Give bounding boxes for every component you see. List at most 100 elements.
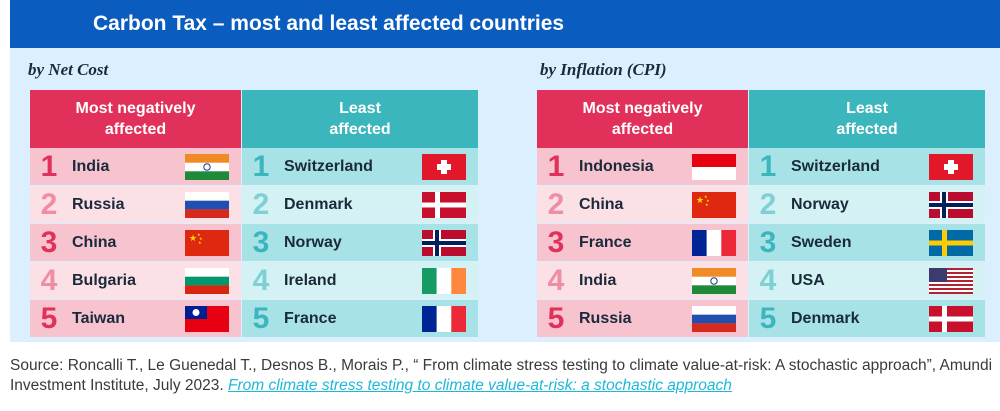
- country-name: Sweden: [791, 233, 852, 251]
- rank-number: 4: [547, 263, 565, 297]
- country-name: Denmark: [791, 309, 860, 327]
- least-affected-row: 1 Switzerland: [242, 148, 478, 185]
- net-cost-table: Most negatively affected Least affected …: [30, 90, 478, 338]
- rank-number: 1: [40, 149, 58, 183]
- switzerland-flag: [929, 153, 973, 180]
- rank-number: 1: [759, 149, 777, 183]
- rank-number: 3: [40, 225, 58, 259]
- most-affected-row: 4 India: [537, 262, 748, 299]
- rank-number: 1: [547, 149, 565, 183]
- ireland-flag: [422, 267, 466, 294]
- france-flag: [692, 229, 736, 256]
- least-affected-row: 2 Norway: [749, 186, 985, 223]
- least-affected-row: 4 USA: [749, 262, 985, 299]
- china-flag: ★ ★★★: [692, 191, 736, 218]
- most-affected-header: Most negatively affected: [30, 90, 241, 148]
- rank-number: 5: [40, 301, 58, 335]
- most-affected-row: 1 India: [30, 148, 241, 185]
- taiwan-flag: [185, 305, 229, 332]
- least-affected-row: 5 France: [242, 300, 478, 337]
- usa-flag: [929, 267, 973, 294]
- rank-number: 5: [252, 301, 270, 335]
- rank-number: 2: [40, 187, 58, 221]
- country-name: Bulgaria: [72, 271, 137, 289]
- rank-number: 2: [759, 187, 777, 221]
- svg-text:★: ★: [197, 232, 201, 237]
- country-name: India: [579, 271, 617, 289]
- country-name: Norway: [791, 195, 849, 213]
- least-affected-row: 4 Ireland: [242, 262, 478, 299]
- india-flag: [185, 153, 229, 180]
- svg-text:★: ★: [706, 198, 710, 203]
- most-affected-row: 2 Russia: [30, 186, 241, 223]
- denmark-flag: [422, 191, 466, 218]
- sweden-flag: [929, 229, 973, 256]
- country-name: Denmark: [284, 195, 353, 213]
- rank-number: 2: [252, 187, 270, 221]
- svg-text:★: ★: [705, 202, 709, 207]
- country-name: France: [284, 309, 337, 327]
- country-name: Ireland: [284, 271, 337, 289]
- country-name: China: [72, 233, 117, 251]
- france-flag: [422, 305, 466, 332]
- panel-subtitle-net-cost: by Net Cost: [28, 60, 109, 79]
- svg-text:★: ★: [189, 234, 197, 244]
- least-affected-header: Least affected: [749, 90, 985, 148]
- least-affected-row: 2 Denmark: [242, 186, 478, 223]
- least-affected-row: 1 Switzerland: [749, 148, 985, 185]
- country-name: Switzerland: [791, 157, 880, 175]
- most-affected-row: 2 China ★ ★ ★ ★: [537, 186, 748, 223]
- inflation-table: Most negatively affected Least affected …: [537, 90, 985, 338]
- indonesia-flag: [692, 153, 736, 180]
- rank-number: 5: [547, 301, 565, 335]
- bulgaria-flag: [185, 267, 229, 294]
- source-text: Source: Roncalli T., Le Guenedal T., Des…: [10, 357, 993, 394]
- country-name: India: [72, 157, 110, 175]
- rank-number: 4: [759, 263, 777, 297]
- switzerland-flag: [422, 153, 466, 180]
- country-name: Russia: [72, 195, 125, 213]
- most-affected-row: 5 Russia: [537, 300, 748, 337]
- svg-text:★: ★: [199, 236, 203, 241]
- most-affected-header: Most negatively affected: [537, 90, 748, 148]
- country-name: Russia: [579, 309, 632, 327]
- rank-number: 3: [252, 225, 270, 259]
- norway-flag: [422, 229, 466, 256]
- page-title: Carbon Tax – most and least affected cou…: [10, 0, 1000, 48]
- rank-number: 3: [547, 225, 565, 259]
- least-affected-row: 3 Sweden: [749, 224, 985, 261]
- panel-subtitle-inflation: by Inflation (CPI): [540, 60, 667, 79]
- least-affected-row: 3 Norway: [242, 224, 478, 261]
- denmark-flag: [929, 305, 973, 332]
- most-affected-row: 4 Bulgaria: [30, 262, 241, 299]
- source-citation: Source: Roncalli T., Le Guenedal T., Des…: [10, 356, 995, 396]
- most-affected-row: 1 Indonesia: [537, 148, 748, 185]
- country-name: China: [579, 195, 624, 213]
- rank-number: 4: [252, 263, 270, 297]
- rank-number: 2: [547, 187, 565, 221]
- russia-flag: [185, 191, 229, 218]
- rank-number: 5: [759, 301, 777, 335]
- china-flag: ★ ★★★: [185, 229, 229, 256]
- least-affected-header: Least affected: [242, 90, 478, 148]
- rank-number: 4: [40, 263, 58, 297]
- most-affected-row: 3 France: [537, 224, 748, 261]
- least-affected-row: 5 Denmark: [749, 300, 985, 337]
- norway-flag: [929, 191, 973, 218]
- rank-number: 1: [252, 149, 270, 183]
- country-name: Taiwan: [72, 309, 126, 327]
- india-flag: [692, 267, 736, 294]
- source-link[interactable]: From climate stress testing to climate v…: [227, 377, 732, 394]
- rank-number: 3: [759, 225, 777, 259]
- country-name: Indonesia: [579, 157, 654, 175]
- svg-text:★: ★: [198, 240, 202, 245]
- country-name: Norway: [284, 233, 342, 251]
- russia-flag: [692, 305, 736, 332]
- svg-text:★: ★: [704, 194, 708, 199]
- most-affected-row: 3 China ★ ★ ★ ★: [30, 224, 241, 261]
- svg-text:★: ★: [696, 196, 704, 206]
- country-name: Switzerland: [284, 157, 373, 175]
- country-name: USA: [791, 271, 825, 289]
- most-affected-row: 5 Taiwan: [30, 300, 241, 337]
- country-name: France: [579, 233, 632, 251]
